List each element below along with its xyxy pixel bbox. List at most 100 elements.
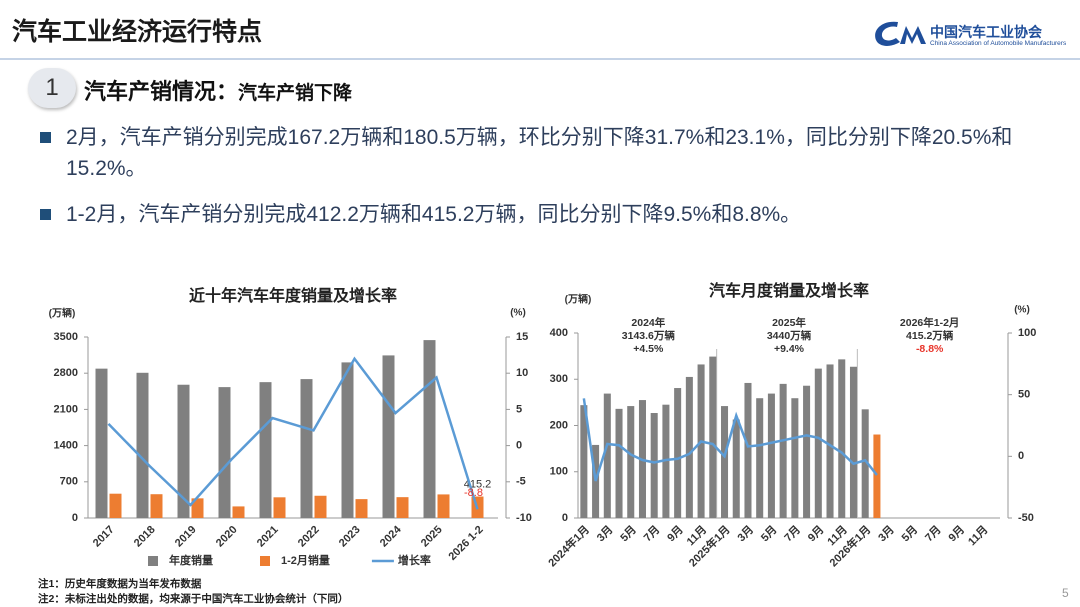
y-axis-label: (万辆): [565, 293, 592, 306]
bar: [779, 383, 787, 518]
x-tick-label: 2020: [214, 524, 240, 550]
bar: [355, 499, 368, 518]
bar: [95, 368, 108, 518]
bar: [437, 494, 450, 518]
bullet: 1-2月，汽车产销分别完成412.2万辆和415.2万辆，同比分别下降9.5%和…: [40, 199, 1076, 230]
bar: [756, 398, 764, 518]
bar: [136, 372, 149, 518]
bar: [273, 497, 286, 518]
bar: [662, 404, 670, 518]
bullet: 2月，汽车产销分别完成167.2万辆和180.5万辆，环比分别下降31.7%和2…: [40, 122, 1076, 184]
x-tick-label: 2021: [255, 524, 281, 550]
x-tick-label: 7月: [782, 523, 803, 544]
x-tick-label: 9月: [665, 523, 686, 544]
bar: [826, 364, 834, 518]
logo-mark: [875, 21, 926, 46]
bar: [580, 405, 588, 518]
annotation: 2026年1-2月: [900, 316, 960, 329]
legend-label: 年度销量: [169, 553, 213, 567]
y-tick-label: 0: [72, 512, 78, 524]
x-tick-label: 2018: [132, 524, 158, 550]
line: [107, 356, 479, 510]
bar: [767, 393, 775, 518]
bar: [177, 384, 190, 518]
note: 注1：历史年度数据为当年发布数据: [38, 578, 202, 590]
legend-swatch: [148, 556, 158, 566]
bar: [314, 495, 327, 518]
bar: [627, 406, 635, 518]
y2-tick-label: -10: [516, 512, 532, 524]
page-number: 5: [1062, 586, 1069, 600]
section-subtitle: 汽车产销下降: [238, 83, 353, 104]
x-tick-label: 2024: [378, 523, 404, 549]
bar: [191, 498, 204, 518]
bar: [218, 387, 231, 518]
y-tick-label: 1400: [54, 440, 78, 452]
bar: [150, 494, 163, 518]
bar: [791, 398, 799, 518]
y2-tick-label: 10: [516, 367, 528, 379]
logo-name: 中国汽车工业协会: [930, 24, 1042, 40]
x-tick-label: 2024年1月: [545, 522, 592, 569]
y-tick-label: 400: [550, 327, 568, 339]
y2-tick-label: 50: [1018, 389, 1030, 401]
x-tick-label: 2025: [419, 524, 445, 550]
annotation: -8.8%: [916, 343, 944, 355]
x-tick-label: 5月: [758, 523, 779, 544]
data-label: -8.8: [464, 487, 483, 499]
bar: [685, 376, 693, 518]
y-tick-label: 0: [562, 512, 568, 524]
bar: [615, 408, 623, 518]
annotation: 415.2万辆: [906, 329, 954, 342]
x-tick-label: 9月: [946, 523, 967, 544]
slide-title: 汽车工业经济运行特点: [12, 18, 263, 46]
x-tick-label: 2022: [296, 524, 322, 550]
y-tick-label: 700: [60, 476, 78, 488]
annotation: 2024年: [631, 316, 665, 329]
note: 注2：未标注出处的数据，均来源于中国汽车工业协会统计（下同）: [38, 593, 349, 605]
x-tick-label: 2026 1-2: [446, 524, 485, 563]
y2-axis-label: (%): [510, 308, 526, 319]
x-tick-label: 9月: [805, 523, 826, 544]
y2-tick-label: 5: [516, 403, 522, 415]
section-number: 1: [28, 68, 76, 108]
chart-title: 近十年汽车年度销量及增长率: [189, 286, 397, 305]
bar: [650, 413, 658, 518]
bar: [709, 356, 717, 518]
x-tick-label: 2023: [337, 524, 363, 550]
annotation: +9.4%: [774, 343, 805, 355]
y-axis-label: (万辆): [49, 307, 76, 320]
logo-english: China Association of Automobile Manufact…: [930, 40, 1067, 47]
bar: [873, 434, 881, 518]
bar: [721, 406, 729, 518]
header-rule: [0, 58, 1080, 60]
bar: [259, 382, 272, 518]
x-tick-label: 7月: [922, 523, 943, 544]
bar: [861, 409, 869, 518]
y-tick-label: 2100: [54, 403, 78, 415]
legend-swatch: [260, 556, 270, 566]
bar: [732, 419, 740, 518]
legend-label: 增长率: [398, 553, 431, 567]
x-tick-label: 5月: [618, 523, 639, 544]
bar: [592, 444, 600, 518]
x-tick-label: 7月: [641, 523, 662, 544]
bar: [838, 359, 846, 518]
x-tick-label: 3月: [594, 523, 615, 544]
bar: [744, 382, 752, 518]
bar: [423, 340, 436, 518]
y-tick-label: 200: [550, 419, 568, 431]
line: [582, 398, 878, 482]
x-tick-label: 3月: [876, 523, 897, 544]
bar: [674, 388, 682, 518]
y2-tick-label: 15: [516, 331, 528, 343]
bar: [603, 393, 611, 518]
y-tick-label: 2800: [54, 367, 78, 379]
annotation: 3440万辆: [767, 329, 812, 342]
y2-axis-label: (%): [1014, 305, 1030, 316]
bar: [849, 366, 857, 518]
annotation: 3143.6万辆: [622, 329, 676, 342]
chart-title: 汽车月度销量及增长率: [709, 281, 869, 300]
bar: [300, 379, 313, 518]
